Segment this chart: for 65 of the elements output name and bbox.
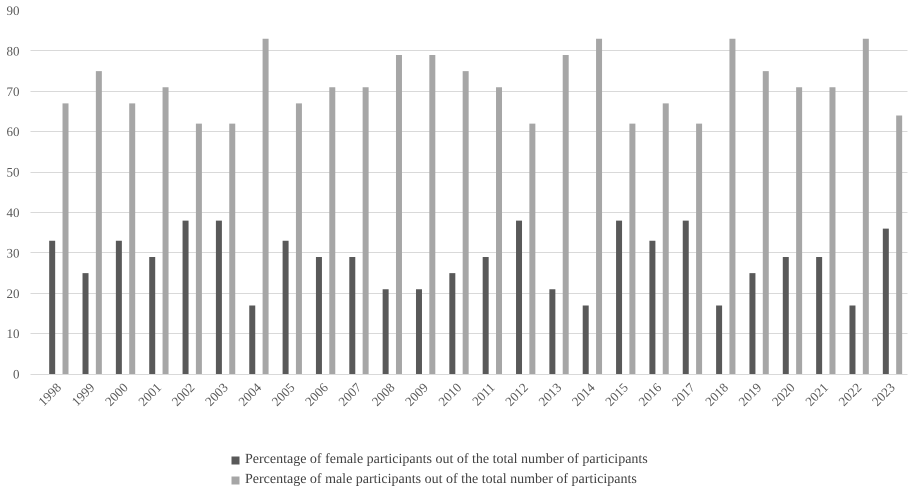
y-tick-label: 30 — [6, 245, 20, 260]
bar — [529, 124, 536, 374]
bar — [649, 240, 656, 374]
bar — [629, 124, 636, 374]
bar — [196, 124, 202, 374]
bar — [96, 71, 102, 374]
bar — [549, 289, 556, 374]
bar — [49, 240, 56, 374]
bar — [582, 305, 589, 374]
bar — [882, 228, 889, 374]
bar — [396, 54, 402, 374]
bar — [616, 220, 622, 374]
bar — [662, 103, 669, 374]
bar — [596, 38, 602, 374]
bar — [116, 240, 122, 374]
bar — [162, 87, 169, 374]
bar — [316, 256, 322, 374]
bar — [329, 87, 336, 374]
bar — [849, 305, 856, 374]
bar — [382, 289, 389, 374]
bar — [829, 87, 836, 374]
bar — [362, 87, 369, 374]
bar — [216, 220, 222, 374]
legend-label: Percentage of female participants out of the total number of participants — [245, 452, 648, 468]
y-tick-label: 70 — [6, 84, 20, 99]
legend-label: Percentage of male participants out of the total number of participants — [245, 472, 637, 488]
bar — [229, 124, 236, 374]
bar — [682, 220, 689, 374]
bar — [462, 71, 469, 374]
bar — [296, 103, 302, 374]
bar — [182, 220, 189, 374]
bar — [129, 103, 136, 374]
bar — [62, 103, 69, 374]
bar — [729, 38, 736, 374]
bar — [496, 87, 502, 374]
bar — [482, 256, 489, 374]
bar — [782, 256, 789, 374]
x-tick-label: 2011 — [468, 380, 498, 408]
y-tick-label: 0 — [13, 366, 20, 382]
bar — [416, 289, 422, 374]
y-tick-label: 10 — [6, 326, 20, 342]
bar — [796, 87, 802, 374]
y-tick-label: 50 — [6, 164, 20, 180]
bar — [149, 256, 156, 374]
bar — [749, 273, 756, 374]
y-tick-label: 20 — [6, 286, 20, 301]
y-tick-label: 60 — [6, 124, 20, 140]
bar — [516, 220, 522, 374]
bar — [762, 71, 769, 374]
y-tick-label: 80 — [6, 43, 20, 58]
bar — [896, 116, 902, 374]
bar — [429, 54, 436, 374]
y-tick-label: 40 — [6, 205, 20, 220]
bar — [262, 38, 269, 374]
bar — [862, 38, 869, 374]
bar — [696, 124, 702, 374]
bar — [816, 256, 822, 374]
bar — [349, 256, 356, 374]
bar — [82, 273, 89, 374]
bar — [449, 273, 456, 374]
bar — [716, 305, 722, 374]
bar — [562, 54, 569, 374]
y-tick-label: 90 — [6, 3, 20, 18]
bar — [282, 240, 289, 374]
bar — [249, 305, 256, 374]
